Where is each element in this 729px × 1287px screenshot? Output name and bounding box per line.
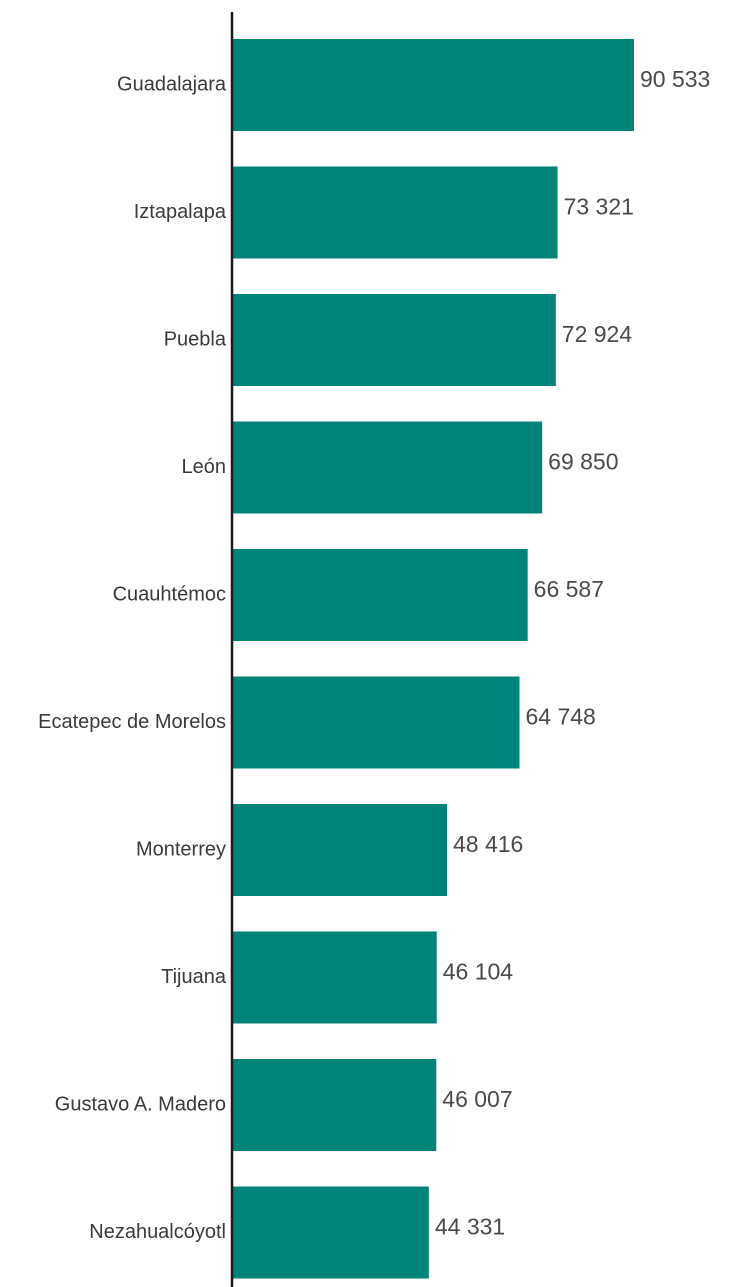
category-label: Iztapalapa [134,201,227,223]
category-labels-group: Guadalajara Iztapalapa Puebla León Cuauhtémo… [38,73,227,1243]
category-label: Gustavo A. Madero [55,1093,226,1115]
value-label: 46 007 [442,1086,512,1112]
bar-1 [232,166,558,259]
bar-5 [232,676,520,769]
category-label: Monterrey [136,838,226,860]
value-label: 72 924 [562,321,633,347]
category-label: Nezahualcóyotl [89,1221,226,1243]
bar-3 [232,421,543,514]
value-labels-group: 90 533 73 321 72 924 69 850 66 587 64 748 48 4… [435,66,711,1240]
bars-group [232,39,634,1279]
bar-8 [232,1059,437,1151]
value-label: 64 748 [526,704,596,730]
category-label: Puebla [164,328,227,350]
bar-2 [232,294,556,386]
value-label: 90 533 [640,66,710,92]
category-label: Cuauhtémoc [113,583,226,605]
bar-0 [232,39,634,131]
value-label: 46 104 [443,959,514,985]
category-label: Ecatepec de Morelos [38,711,226,733]
bar-7 [232,931,437,1024]
category-label: Guadalajara [117,73,227,95]
category-label: León [182,456,227,478]
value-label: 66 587 [534,576,604,602]
value-label: 73 321 [564,194,634,220]
value-label: 44 331 [435,1214,505,1240]
bar-4 [232,549,528,641]
bar-6 [232,804,447,896]
category-label: Tijuana [161,966,227,988]
value-label: 48 416 [453,831,523,857]
value-label: 69 850 [548,449,618,475]
bar-9 [232,1186,429,1279]
